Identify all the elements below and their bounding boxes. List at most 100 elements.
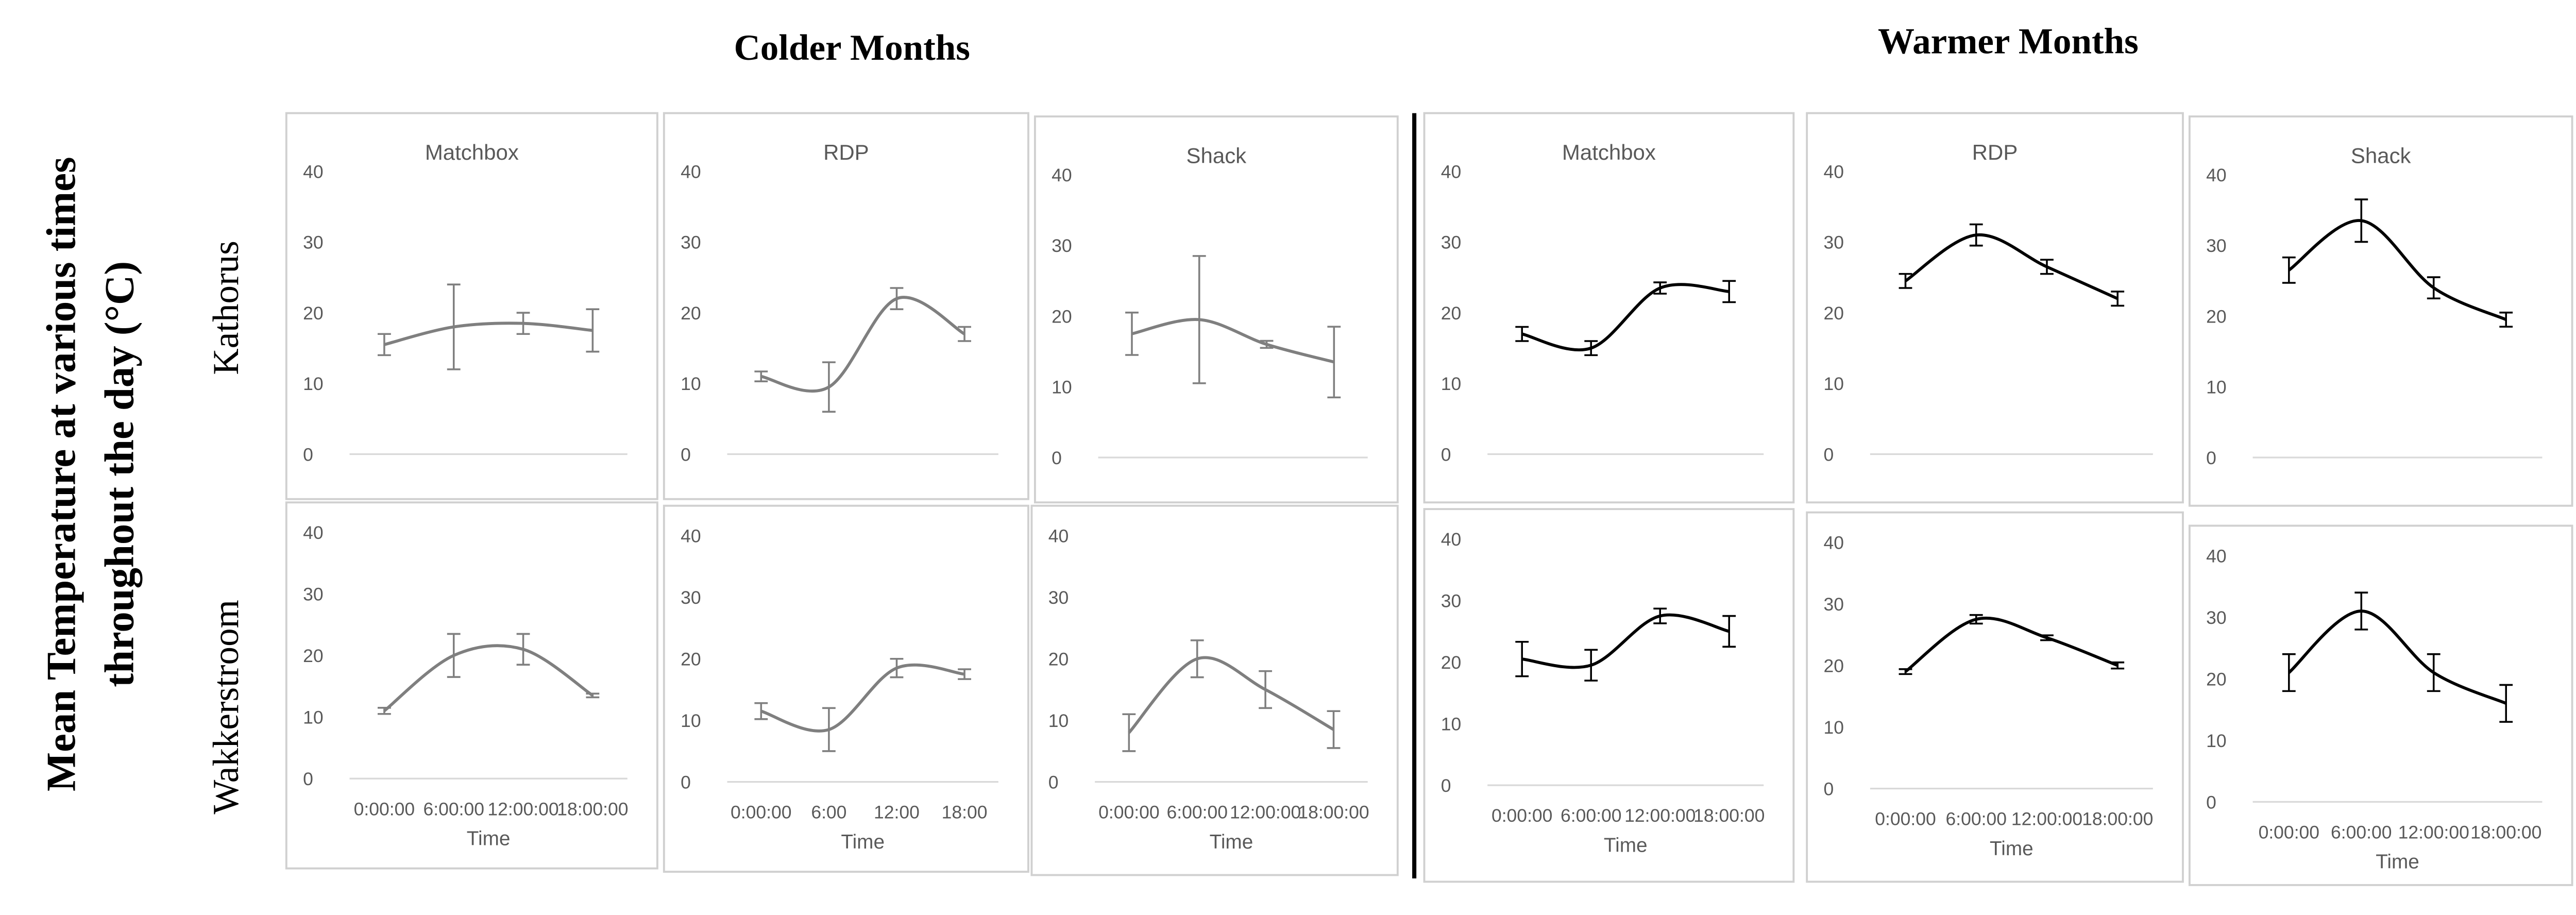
series-line xyxy=(1521,613,1730,669)
error-bar xyxy=(890,287,904,310)
error-bar xyxy=(1584,340,1598,357)
error-bar xyxy=(2499,684,2513,723)
panel: RDP 0 10 20 30 40 xyxy=(1806,112,2184,504)
panel: RDP 0 10 20 30 40 xyxy=(663,112,1029,500)
y-tick-label: 30 xyxy=(1441,232,1462,253)
y-tick-label: 40 xyxy=(1823,533,1844,553)
y-tick-label: 40 xyxy=(1441,162,1462,182)
panel: Matchbox 0 10 20 30 40 xyxy=(1423,112,1795,504)
error-bar xyxy=(1515,640,1529,677)
x-tick-label: 18:00:00 xyxy=(2470,822,2541,842)
y-tick-label: 20 xyxy=(681,649,701,670)
y-tick-label: 0 xyxy=(681,444,691,465)
x-tick-label: 12:00:00 xyxy=(487,799,558,819)
y-tick-label: 0 xyxy=(1823,779,1834,800)
y-tick-label: 20 xyxy=(1048,649,1069,670)
y-tick-label: 40 xyxy=(1823,162,1844,182)
y-tick-label: 0 xyxy=(303,769,313,789)
x-axis-title: Time xyxy=(467,827,511,850)
y-tick-label: 10 xyxy=(681,710,701,731)
panel-title: Shack xyxy=(1187,143,1247,167)
y-tick-label: 10 xyxy=(1823,717,1844,738)
error-bar xyxy=(1722,280,1736,303)
series-line xyxy=(760,296,965,393)
panel-title: RDP xyxy=(1972,140,2018,164)
y-tick-label: 0 xyxy=(2206,448,2216,468)
x-tick-label: 18:00:00 xyxy=(557,799,628,819)
row-label: Kathorus xyxy=(206,241,246,375)
x-axis-title: Time xyxy=(841,831,885,853)
y-tick-label: 30 xyxy=(2206,235,2227,256)
y-tick-label: 30 xyxy=(1441,591,1462,612)
y-tick-label: 10 xyxy=(1052,377,1072,398)
y-tick-label: 10 xyxy=(2206,377,2227,398)
x-tick-label: 0:00:00 xyxy=(354,799,415,819)
y-tick-label: 0 xyxy=(681,772,691,793)
error-bar xyxy=(1899,273,1912,289)
y-tick-label: 30 xyxy=(1048,587,1069,608)
error-bar xyxy=(1192,255,1206,384)
y-tick-label: 30 xyxy=(303,232,324,253)
error-bar xyxy=(958,668,971,680)
error-bar xyxy=(2427,653,2441,692)
y-tick-label: 20 xyxy=(1052,306,1072,327)
error-bar xyxy=(447,633,461,678)
y-tick-label: 40 xyxy=(1052,165,1072,185)
error-bar xyxy=(1122,713,1136,752)
panel-frame xyxy=(1033,115,1399,504)
y-tick-label: 40 xyxy=(681,162,701,182)
error-bar xyxy=(1260,340,1274,349)
series-line xyxy=(1521,283,1730,352)
error-bar xyxy=(2282,653,2296,692)
error-bar xyxy=(1125,311,1139,356)
column-group-title: Warmer Months xyxy=(1878,21,2139,61)
panel: 0 10 20 30 40 0:00:00 6:00 12:00 18:00 Time xyxy=(663,504,1029,873)
x-tick-label: 0:00:00 xyxy=(1492,805,1553,826)
panel-frame xyxy=(1423,112,1795,504)
panel-title: RDP xyxy=(823,140,869,164)
panel-frame xyxy=(2188,115,2573,507)
y-tick-label: 10 xyxy=(1441,714,1462,735)
panel-title: Matchbox xyxy=(425,140,519,164)
y-tick-label: 10 xyxy=(681,374,701,394)
y-tick-label: 20 xyxy=(1441,652,1462,673)
y-axis-label: Mean Temperature at various times xyxy=(39,157,84,792)
error-bar xyxy=(1899,668,1912,675)
y-tick-label: 10 xyxy=(303,707,324,728)
panel: Shack 0 10 20 30 40 xyxy=(2188,115,2573,507)
panel-frame xyxy=(1030,504,1399,876)
x-axis-title: Time xyxy=(2376,851,2419,873)
error-bar xyxy=(1327,326,1341,399)
x-axis-title: Time xyxy=(1604,834,1648,856)
error-bar xyxy=(2111,291,2125,307)
y-tick-label: 20 xyxy=(2206,669,2227,689)
column-group-title: Colder Months xyxy=(734,28,970,68)
y-tick-label: 30 xyxy=(1823,232,1844,253)
y-tick-label: 30 xyxy=(1823,594,1844,615)
y-tick-label: 30 xyxy=(303,584,324,605)
series-line xyxy=(1904,233,2119,300)
y-tick-label: 20 xyxy=(681,303,701,324)
error-bar xyxy=(1653,607,1667,624)
panel-title: Matchbox xyxy=(1562,140,1656,164)
panel-frame xyxy=(2188,524,2573,886)
error-bar xyxy=(822,707,836,752)
error-bar xyxy=(2354,198,2368,243)
x-tick-label: 0:00:00 xyxy=(1098,802,1160,823)
y-tick-label: 0 xyxy=(1823,444,1834,465)
series-line xyxy=(384,321,593,346)
panel-frame xyxy=(663,504,1029,873)
error-bar xyxy=(1259,670,1273,709)
panel-frame xyxy=(1423,508,1795,883)
error-bar xyxy=(1584,649,1598,682)
error-bar xyxy=(516,633,530,666)
error-bar xyxy=(1515,326,1529,342)
series-line xyxy=(2287,609,2507,705)
y-tick-label: 30 xyxy=(1052,235,1072,256)
